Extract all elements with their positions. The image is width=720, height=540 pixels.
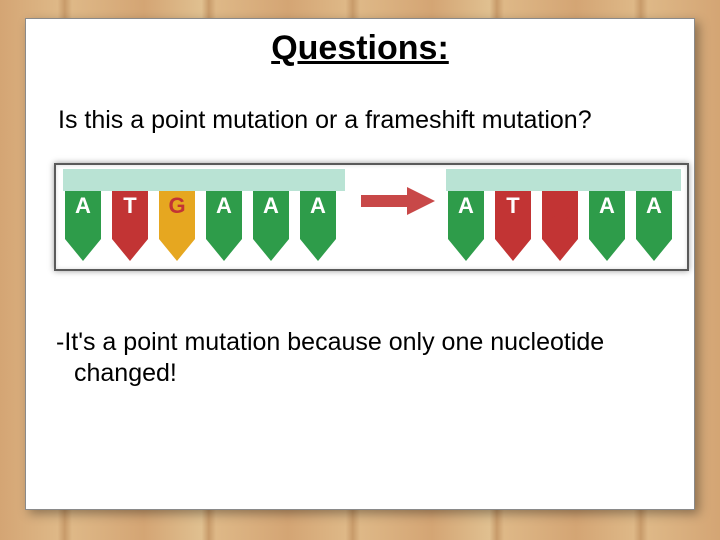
nucleotide-t: T (493, 191, 533, 243)
arrow-icon (361, 187, 435, 215)
question-text: Is this a point mutation or a frameshift… (54, 106, 666, 135)
nucleotide-a: A (63, 191, 103, 243)
dna-backbone-right (446, 169, 681, 191)
dna-backbone-left (63, 169, 345, 191)
sequence-left: ATGAAA (63, 191, 338, 243)
answer-line-1: -It's a point mutation because only one … (56, 328, 604, 356)
nucleotide-a: A (298, 191, 338, 243)
nucleotide-a: A (251, 191, 291, 243)
nucleotide-a: A (587, 191, 627, 243)
nucleotide-a: A (446, 191, 486, 243)
nucleotide-t: T (540, 191, 580, 243)
nucleotide-a: A (634, 191, 674, 243)
nucleotide-a: A (204, 191, 244, 243)
nucleotide-g: G (157, 191, 197, 243)
page-title: Questions: (54, 29, 666, 68)
sequence-right: ATTAA (446, 191, 674, 243)
mutation-diagram: ATGAAA ATTAA (54, 163, 689, 271)
answer-line-2: changed! (56, 358, 666, 389)
nucleotide-t: T (110, 191, 150, 243)
content-card: Questions: Is this a point mutation or a… (25, 18, 695, 510)
answer-text: -It's a point mutation because only one … (54, 327, 666, 390)
